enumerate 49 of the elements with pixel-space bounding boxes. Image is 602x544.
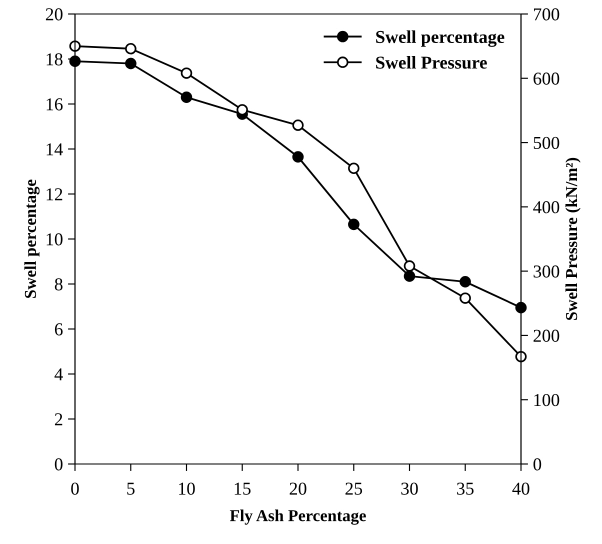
point — [180, 67, 192, 79]
y-tick-label: 4 — [54, 368, 63, 380]
point — [460, 276, 471, 288]
point — [292, 120, 304, 131]
y2-tick-label: 700 — [534, 8, 560, 20]
y2-tick-label: 0 — [533, 458, 542, 470]
point — [125, 58, 136, 70]
y-tick-label: 8 — [54, 278, 63, 290]
point — [460, 292, 471, 304]
y2-tick-label: 200 — [534, 330, 560, 342]
y2-tick-label: 300 — [534, 265, 560, 278]
point — [348, 218, 360, 230]
y-tick-label: 14 — [46, 143, 63, 156]
y2-tick-label: 100 — [534, 394, 560, 406]
x-tick-label: 15 — [234, 482, 251, 495]
y-tick-label: 10 — [46, 233, 63, 246]
y2-axis-title: Swell Pressure (kN/m²) — [565, 158, 581, 320]
x-tick-label: 0 — [71, 482, 79, 495]
legend-label: Swell percentage — [376, 30, 504, 47]
point — [515, 302, 527, 314]
x-tick-label: 30 — [401, 482, 418, 495]
x-tick-label: 10 — [179, 482, 195, 495]
point — [404, 270, 416, 282]
y-axis-title: Swell percentage — [24, 180, 40, 298]
y2-tick-label: 400 — [533, 201, 560, 214]
y-tick-label: 2 — [54, 413, 62, 426]
y-tick-label: 6 — [54, 323, 63, 336]
y-tick-label: 16 — [46, 98, 63, 110]
point — [404, 260, 416, 272]
x-tick-label: 5 — [127, 482, 135, 495]
y-tick-label: 0 — [54, 458, 63, 470]
y-tick-label: 12 — [46, 188, 62, 200]
point — [69, 40, 81, 52]
y-tick-label: 20 — [46, 8, 63, 20]
legend-label: Swell Pressure — [376, 56, 487, 69]
y2-tick-label: 600 — [534, 72, 560, 85]
y-tick-label: 18 — [46, 53, 63, 66]
x-tick-label: 20 — [290, 482, 306, 495]
x-axis-title: Fly Ash Percentage — [230, 510, 366, 525]
point — [292, 151, 304, 163]
point — [180, 92, 192, 103]
point — [515, 350, 527, 362]
point — [348, 162, 360, 174]
y2-tick-label: 500 — [534, 136, 560, 150]
point — [125, 43, 136, 54]
x-tick-label: 40 — [512, 482, 530, 495]
x-tick-label: 35 — [457, 482, 474, 495]
x-tick-label: 25 — [346, 482, 362, 495]
point — [236, 104, 248, 116]
